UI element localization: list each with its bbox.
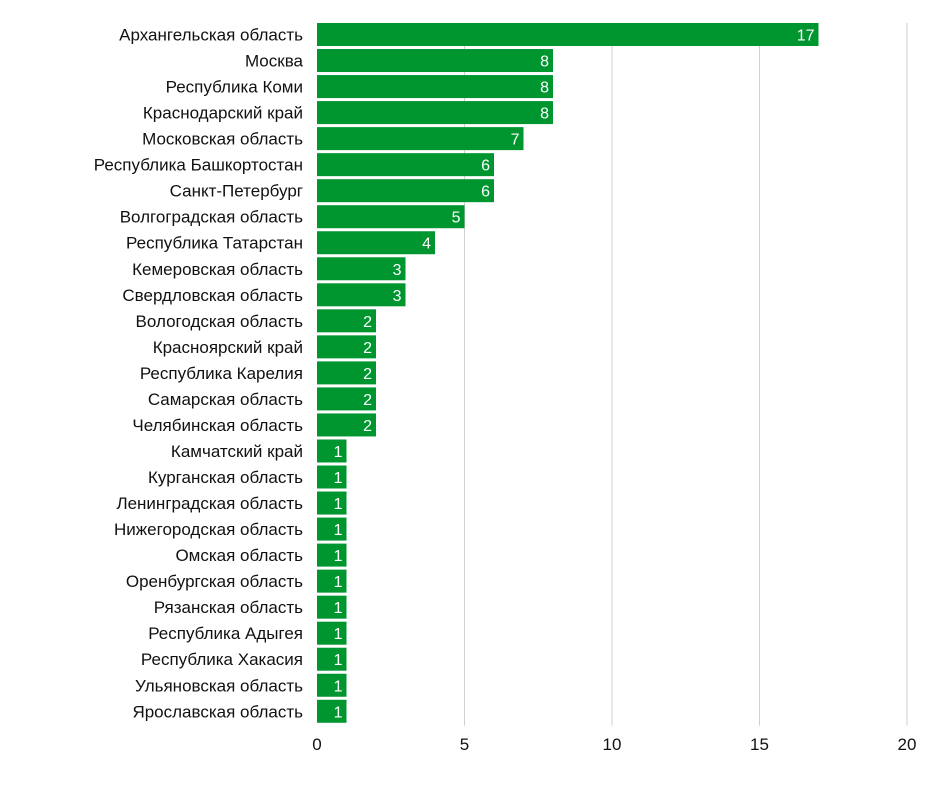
bar xyxy=(317,699,347,723)
data-label: 8 xyxy=(540,54,549,71)
bar xyxy=(317,309,376,333)
bar xyxy=(317,361,376,385)
x-tick-label: 20 xyxy=(898,735,917,754)
bar xyxy=(317,465,347,489)
data-label: 2 xyxy=(363,392,372,409)
x-axis-tick-labels: 0 5 10 15 20 xyxy=(312,735,916,754)
category-label: Республика Карелия xyxy=(140,364,303,383)
data-label: 3 xyxy=(393,288,402,305)
data-label: 2 xyxy=(363,314,372,331)
data-label: 1 xyxy=(334,548,343,565)
data-label: 8 xyxy=(540,106,549,123)
x-tick-label: 0 xyxy=(312,735,321,754)
category-label: Республика Адыгея xyxy=(148,624,303,643)
category-label: Курганская область xyxy=(148,468,303,487)
data-label: 2 xyxy=(363,366,372,383)
grid-layer xyxy=(464,23,908,726)
bar xyxy=(317,569,347,593)
category-label: Республика Татарстан xyxy=(126,234,303,253)
category-label: Камчатский край xyxy=(171,442,303,461)
category-label: Нижегородская область xyxy=(114,520,303,539)
category-label: Самарская область xyxy=(148,390,303,409)
data-label: 1 xyxy=(334,574,343,591)
bar xyxy=(317,127,524,151)
data-label: 3 xyxy=(393,262,402,279)
category-label: Свердловская область xyxy=(122,286,303,305)
bar xyxy=(317,621,347,645)
bar xyxy=(317,595,347,619)
data-label: 5 xyxy=(452,210,461,227)
category-label: Волгоградская область xyxy=(120,208,303,227)
bar xyxy=(317,491,347,515)
bar xyxy=(317,335,376,359)
bar xyxy=(317,517,347,541)
category-label: Московская область xyxy=(142,130,303,149)
data-label: 1 xyxy=(334,600,343,617)
category-label: Рязанская область xyxy=(154,598,303,617)
category-label: Ярославская область xyxy=(132,702,303,721)
data-label: 1 xyxy=(334,444,343,461)
category-label: Вологодская область xyxy=(136,312,304,331)
bar xyxy=(317,179,494,203)
category-label: Омская область xyxy=(175,546,303,565)
data-label: 1 xyxy=(334,496,343,513)
bar xyxy=(317,387,376,411)
data-label: 1 xyxy=(334,522,343,539)
data-label: 17 xyxy=(797,28,815,45)
category-label: Республика Башкортостан xyxy=(94,156,303,175)
bar xyxy=(317,75,553,99)
data-label: 1 xyxy=(334,678,343,695)
data-label: 7 xyxy=(511,132,520,149)
data-label: 1 xyxy=(334,626,343,643)
data-label: 6 xyxy=(481,158,490,175)
bar xyxy=(317,413,376,437)
x-tick-label: 10 xyxy=(603,735,622,754)
data-label: 2 xyxy=(363,418,372,435)
category-label: Республика Коми xyxy=(166,78,303,97)
bar xyxy=(317,283,406,307)
category-label: Санкт-Петербург xyxy=(170,182,303,201)
bar xyxy=(317,543,347,567)
data-label: 2 xyxy=(363,340,372,357)
bar xyxy=(317,231,435,255)
category-label: Оренбургская область xyxy=(126,572,303,591)
data-label: 1 xyxy=(334,470,343,487)
x-tick-label: 15 xyxy=(750,735,769,754)
data-label: 6 xyxy=(481,184,490,201)
bar xyxy=(317,101,553,125)
bar xyxy=(317,153,494,177)
category-label: Кемеровская область xyxy=(132,260,303,279)
category-label: Красноярский край xyxy=(153,338,303,357)
bar xyxy=(317,647,347,671)
data-label: 1 xyxy=(334,652,343,669)
bar xyxy=(317,49,553,73)
category-label: Ульяновская область xyxy=(135,676,303,695)
bar xyxy=(317,23,819,46)
category-label: Ленинградская область xyxy=(116,494,303,513)
category-labels: Архангельская область Москва Республика Ко… xyxy=(94,26,304,722)
x-tick-label: 5 xyxy=(460,735,469,754)
data-label: 8 xyxy=(540,80,549,97)
category-label: Архангельская область xyxy=(119,26,303,45)
bar xyxy=(317,205,465,229)
category-label: Краснодарский край xyxy=(143,104,303,123)
bar xyxy=(317,673,347,697)
category-label: Республика Хакасия xyxy=(141,650,303,669)
data-label: 1 xyxy=(334,704,343,721)
bar xyxy=(317,257,406,281)
category-label: Москва xyxy=(245,52,304,71)
bar xyxy=(317,439,347,463)
category-label: Челябинская область xyxy=(132,416,303,435)
bars-layer: 17 8 8 8 7 6 6 5 4 3 3 2 2 2 2 2 1 1 1 1 1 1 1 1 1 1 1 xyxy=(317,23,819,723)
data-label: 4 xyxy=(422,236,431,253)
